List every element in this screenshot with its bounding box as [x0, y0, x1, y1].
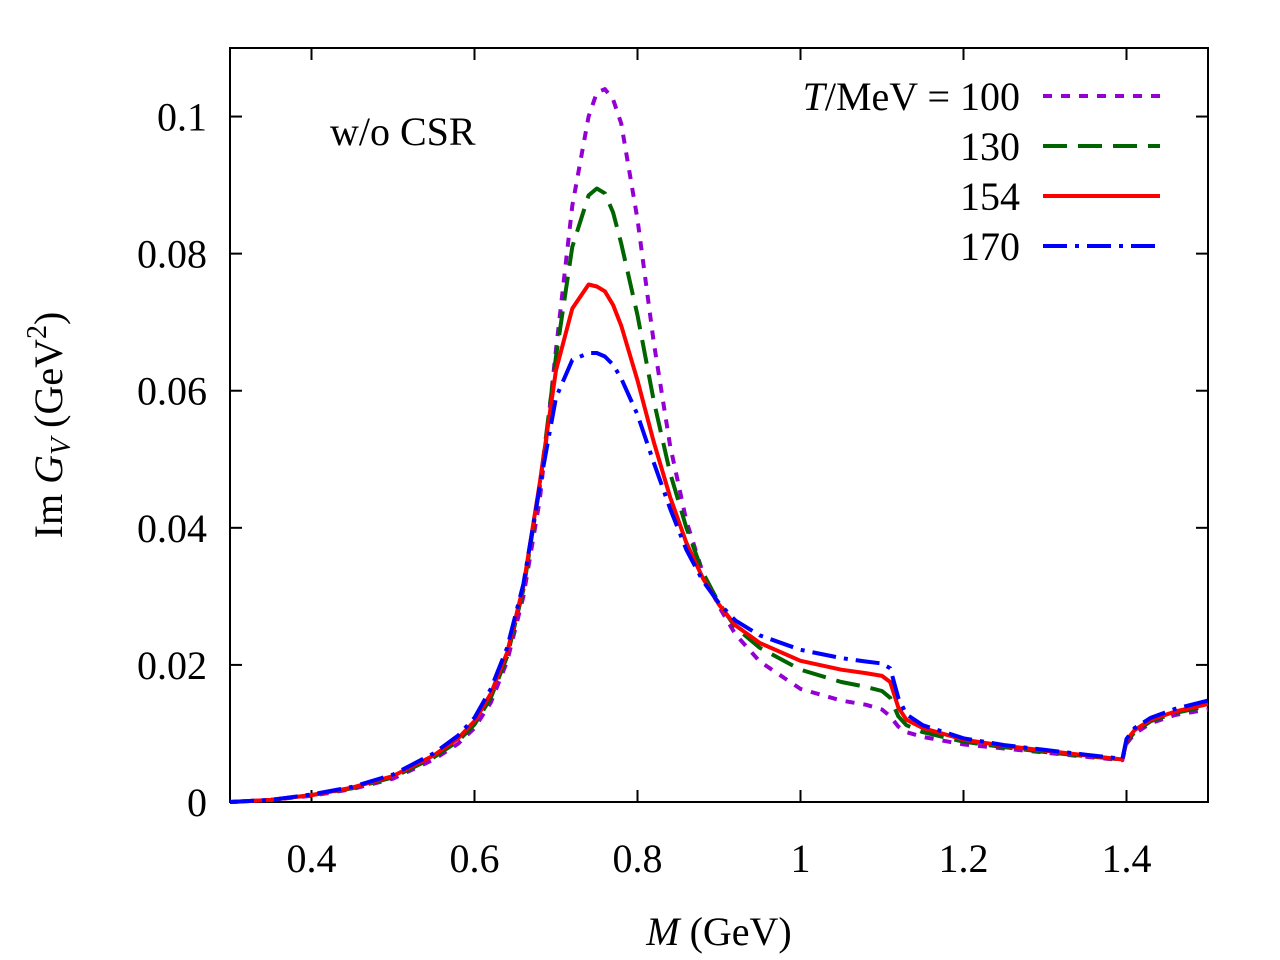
- y-tick-label: 0: [187, 780, 207, 825]
- legend-header-rest: /MeV =: [825, 74, 960, 119]
- y-axis-prefix: Im: [26, 484, 71, 538]
- legend-label-154: 154: [960, 174, 1020, 219]
- series-line-100: [229, 87, 1209, 804]
- y-axis-label: Im GV (GeV2): [22, 312, 77, 539]
- series-line-154: [229, 282, 1209, 804]
- series-line-170: [229, 351, 1209, 804]
- legend-label-170: 170: [960, 224, 1020, 269]
- legend-header: T/MeV = 100: [803, 74, 1020, 119]
- y-tick-label: 0.04: [137, 506, 207, 551]
- x-tick-label: 0.4: [287, 836, 337, 881]
- y-axis-unit-close: ): [26, 312, 71, 325]
- legend: T/MeV = 100 130 154 170: [803, 74, 1160, 269]
- legend-swatches: [1043, 94, 1160, 248]
- y-tick-label: 0.06: [137, 369, 207, 414]
- legend-header-symbol: T: [803, 74, 828, 119]
- series-line-130: [229, 186, 1209, 804]
- y-tick-label: 0.02: [137, 643, 207, 688]
- legend-label-100: 100: [960, 74, 1020, 119]
- x-axis-label: M (GeV): [645, 909, 792, 954]
- y-axis-subscript: V: [46, 435, 77, 455]
- x-tick-label: 1.2: [939, 836, 989, 881]
- y-tick-labels: 0 0.02 0.04 0.06 0.08 0.1: [137, 95, 207, 825]
- x-tick-label: 0.6: [450, 836, 500, 881]
- y-axis-symbol: G: [26, 455, 71, 484]
- x-axis-unit: (GeV): [680, 909, 792, 954]
- legend-label-130: 130: [960, 124, 1020, 169]
- axis-ticks: [230, 48, 1208, 803]
- y-tick-label: 0.08: [137, 232, 207, 277]
- x-tick-label: 1.4: [1102, 836, 1152, 881]
- y-axis-unit-open: (GeV: [26, 339, 71, 438]
- x-tick-labels: 0.4 0.6 0.8 1 1.2 1.4: [287, 836, 1152, 881]
- x-tick-label: 1: [791, 836, 811, 881]
- y-axis-unit-sup: 2: [22, 325, 53, 339]
- x-tick-label: 0.8: [613, 836, 663, 881]
- annotation-text: w/o CSR: [330, 109, 476, 154]
- y-tick-label: 0.1: [157, 95, 207, 140]
- x-axis-symbol: M: [645, 909, 682, 954]
- series-lines: [229, 87, 1209, 804]
- plot-frame: [229, 47, 1209, 803]
